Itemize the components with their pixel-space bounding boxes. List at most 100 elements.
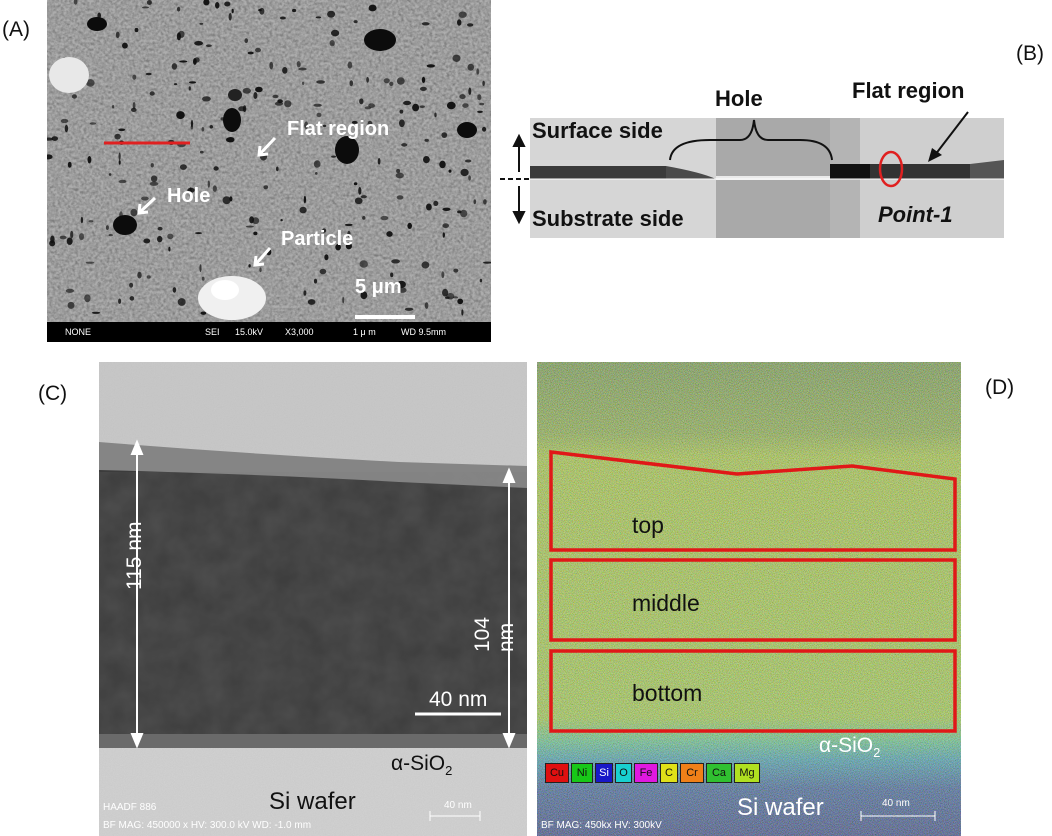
- sem-pore: [108, 173, 112, 176]
- sem-pore: [67, 301, 75, 309]
- sem-pore: [460, 168, 469, 177]
- sem-pore: [118, 298, 122, 304]
- sem-pore: [362, 216, 366, 220]
- sem-pore: [421, 22, 430, 26]
- sem-pore: [331, 29, 340, 37]
- sem-pore: [349, 80, 354, 87]
- sem-pore: [386, 231, 393, 237]
- d-small-scale-label: 40 nm: [882, 798, 910, 809]
- sem-pore: [269, 61, 274, 70]
- sem-pore: [199, 150, 204, 154]
- sem-pore: [412, 103, 420, 112]
- sem-pore: [423, 156, 430, 164]
- sem-pore: [377, 158, 381, 165]
- legend-item-si: Si: [595, 763, 613, 783]
- sem-pore: [238, 106, 246, 112]
- status-mag: X3,000: [285, 327, 314, 337]
- sem-pore: [448, 169, 452, 173]
- sem-pore: [459, 94, 466, 100]
- d-footer: BF MAG: 450kx HV: 300kV: [541, 820, 662, 831]
- sem-pore: [178, 30, 185, 38]
- sem-pore: [207, 180, 210, 188]
- sem-pore: [80, 216, 84, 224]
- panel-a-label: (A): [2, 18, 30, 41]
- sem-pore: [479, 102, 485, 106]
- sem-pore: [105, 225, 109, 231]
- sem-pore: [84, 294, 91, 303]
- sem-pore: [329, 40, 335, 47]
- sem-pore: [344, 223, 353, 227]
- sem-pore: [399, 109, 404, 114]
- sem-pore: [457, 19, 462, 26]
- sem-pore: [242, 87, 251, 94]
- sem-pore: [482, 80, 485, 87]
- sem-pore: [399, 119, 405, 128]
- sem-pore: [73, 0, 78, 5]
- sem-pore: [245, 225, 254, 228]
- sem-pore: [167, 233, 174, 240]
- sem-pore: [462, 103, 469, 108]
- sem-pore: [345, 242, 352, 250]
- sem-pore: [467, 23, 474, 27]
- sem-pore: [179, 60, 188, 63]
- sem-pore: [442, 223, 450, 229]
- sem-pore: [47, 154, 53, 160]
- c-scale-label: 40 nm: [429, 688, 488, 711]
- sem-pore: [391, 259, 400, 264]
- sem-pore: [118, 179, 127, 184]
- sem-pore: [190, 119, 194, 128]
- sem-pore: [458, 11, 467, 18]
- sem-pore: [65, 288, 74, 293]
- sem-pore: [79, 233, 84, 241]
- sem-pore: [316, 112, 322, 118]
- sem-pore: [404, 307, 414, 311]
- sem-pore: [199, 264, 202, 272]
- sem-pore: [66, 237, 73, 245]
- sem-pore: [284, 100, 292, 108]
- sem-pore: [468, 87, 472, 95]
- sem-pore: [322, 124, 327, 128]
- sem-pore: [473, 199, 477, 205]
- sem-pore: [71, 94, 77, 99]
- sem-pore: [441, 271, 445, 279]
- sem-pore: [477, 94, 482, 101]
- sem-pore: [353, 182, 358, 186]
- sem-pore: [130, 208, 138, 217]
- sem-pore: [307, 299, 316, 305]
- d-wafer-label: Si wafer: [737, 794, 824, 821]
- sem-pore: [395, 172, 404, 179]
- sem-texture: [47, 0, 491, 322]
- sem-pore: [298, 67, 307, 71]
- sem-pore: [421, 76, 426, 83]
- sem-pore: [452, 296, 459, 299]
- sem-pore: [442, 232, 445, 238]
- sem-pore: [70, 230, 74, 239]
- sem-pore: [209, 125, 213, 129]
- sem-pore: [200, 311, 207, 315]
- sem-pore: [203, 0, 210, 6]
- legend-item-ca: Ca: [706, 763, 732, 783]
- sem-pore: [292, 8, 297, 13]
- sem-status-bar: NONE SEI 15.0kV X3,000 1 μ m WD 9.5mm: [47, 322, 491, 342]
- surface-side-label: Surface side: [532, 118, 663, 143]
- sem-pore: [280, 219, 283, 222]
- sem-pore: [213, 166, 219, 171]
- sem-pore: [424, 138, 429, 142]
- sem-pore: [253, 92, 258, 99]
- sem-pore: [442, 207, 451, 211]
- sem-pore: [389, 81, 394, 86]
- sem-pore: [368, 4, 377, 12]
- sem-pore: [401, 143, 408, 147]
- panel-b-label: (B): [1016, 42, 1044, 65]
- sem-image: Flat region Hole Particle 5 μm NONE SEI …: [47, 0, 491, 342]
- sem-pore: [383, 78, 390, 84]
- sem-pore: [145, 72, 152, 76]
- sem-pore: [173, 83, 178, 86]
- sem-pore: [118, 128, 126, 132]
- sem-pore: [67, 161, 72, 168]
- b-flat-region-label: Flat region: [852, 78, 965, 103]
- region-top-label: top: [632, 512, 664, 538]
- sem-pore: [319, 268, 327, 275]
- sem-pore: [212, 185, 217, 192]
- sem-pore: [461, 309, 464, 316]
